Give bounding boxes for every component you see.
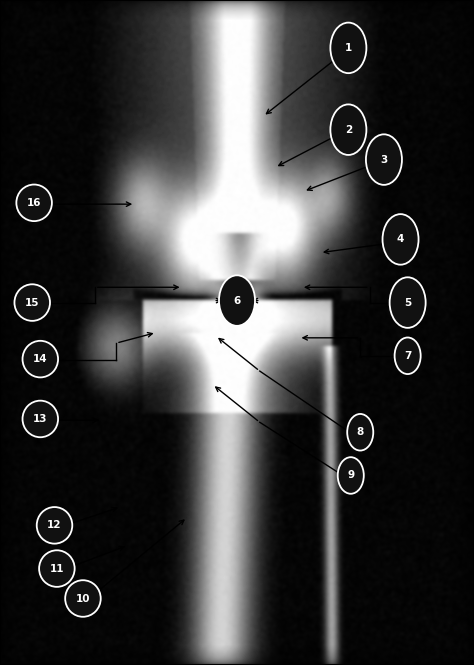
Ellipse shape — [23, 400, 58, 438]
Text: 8: 8 — [356, 427, 364, 438]
Ellipse shape — [16, 184, 52, 221]
Ellipse shape — [39, 550, 75, 587]
Ellipse shape — [394, 337, 421, 374]
Ellipse shape — [347, 414, 374, 451]
Circle shape — [390, 277, 426, 328]
Text: 15: 15 — [25, 297, 39, 308]
Ellipse shape — [23, 340, 58, 378]
Text: 16: 16 — [27, 198, 41, 208]
Text: 14: 14 — [33, 354, 47, 364]
Text: 5: 5 — [404, 297, 411, 308]
Text: 1: 1 — [345, 43, 352, 53]
Text: 6: 6 — [233, 295, 241, 306]
Circle shape — [366, 134, 402, 185]
Text: 11: 11 — [50, 563, 64, 574]
Circle shape — [330, 104, 366, 155]
Circle shape — [383, 214, 419, 265]
Ellipse shape — [337, 458, 364, 493]
Circle shape — [330, 23, 366, 73]
Ellipse shape — [37, 507, 72, 544]
Text: 9: 9 — [347, 470, 355, 481]
Text: 3: 3 — [380, 154, 388, 165]
Text: 12: 12 — [47, 520, 62, 531]
Text: 13: 13 — [33, 414, 47, 424]
Ellipse shape — [14, 284, 50, 321]
Text: 10: 10 — [76, 593, 90, 604]
Ellipse shape — [65, 580, 100, 617]
Text: 7: 7 — [404, 350, 411, 361]
Text: 2: 2 — [345, 124, 352, 135]
Circle shape — [219, 275, 255, 326]
Text: 4: 4 — [397, 234, 404, 245]
